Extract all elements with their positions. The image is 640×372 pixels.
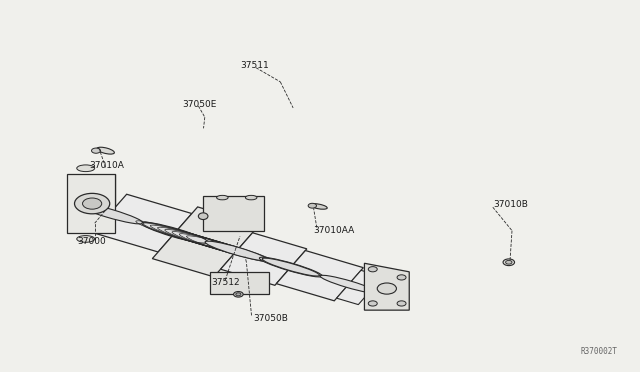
- Ellipse shape: [262, 258, 319, 276]
- Ellipse shape: [83, 198, 102, 209]
- Ellipse shape: [77, 235, 95, 242]
- Text: 37010AA: 37010AA: [314, 226, 355, 235]
- Ellipse shape: [198, 213, 208, 219]
- Ellipse shape: [74, 193, 109, 214]
- Ellipse shape: [97, 147, 115, 154]
- Polygon shape: [67, 174, 115, 233]
- Ellipse shape: [92, 148, 100, 153]
- Text: 37010A: 37010A: [90, 161, 124, 170]
- Polygon shape: [209, 272, 269, 294]
- Ellipse shape: [310, 204, 327, 209]
- Polygon shape: [152, 207, 259, 277]
- Polygon shape: [364, 263, 409, 310]
- Ellipse shape: [308, 203, 317, 208]
- Ellipse shape: [506, 260, 512, 264]
- Ellipse shape: [142, 222, 208, 243]
- Text: 37050E: 37050E: [182, 100, 217, 109]
- Polygon shape: [221, 233, 307, 285]
- Ellipse shape: [397, 275, 406, 280]
- Ellipse shape: [368, 267, 377, 272]
- Ellipse shape: [234, 292, 243, 297]
- Polygon shape: [337, 270, 383, 305]
- Ellipse shape: [77, 203, 143, 224]
- Ellipse shape: [377, 283, 396, 294]
- Ellipse shape: [368, 301, 377, 306]
- Text: 37511: 37511: [240, 61, 269, 70]
- Text: R370002T: R370002T: [580, 347, 618, 356]
- Ellipse shape: [397, 301, 406, 306]
- Polygon shape: [93, 194, 192, 252]
- Polygon shape: [203, 196, 264, 231]
- Text: 37000: 37000: [77, 237, 106, 246]
- Ellipse shape: [216, 195, 228, 200]
- Text: 37512: 37512: [211, 278, 240, 287]
- Ellipse shape: [320, 275, 378, 293]
- Ellipse shape: [77, 165, 95, 171]
- Ellipse shape: [236, 293, 241, 296]
- Polygon shape: [276, 250, 364, 301]
- Ellipse shape: [259, 257, 323, 277]
- Ellipse shape: [205, 241, 268, 261]
- Ellipse shape: [245, 195, 257, 200]
- Ellipse shape: [503, 259, 515, 266]
- Text: 37010B: 37010B: [493, 200, 527, 209]
- Text: 37050B: 37050B: [253, 314, 287, 323]
